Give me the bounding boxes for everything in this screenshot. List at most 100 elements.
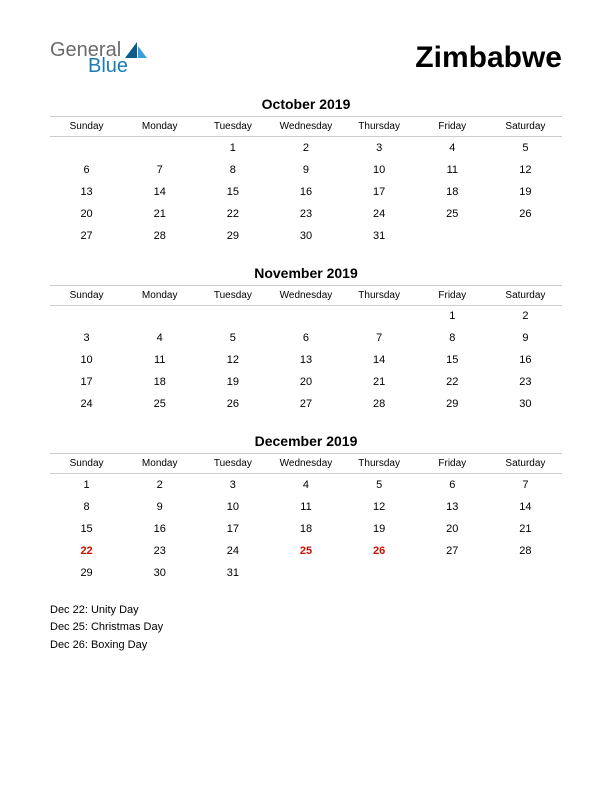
day-cell: 21 xyxy=(489,518,562,540)
weekday-header: Monday xyxy=(123,454,196,474)
calendar-table: SundayMondayTuesdayWednesdayThursdayFrid… xyxy=(50,116,562,247)
day-cell: 11 xyxy=(269,496,342,518)
country-title: Zimbabwe xyxy=(415,41,562,75)
month-block: October 2019 SundayMondayTuesdayWednesday… xyxy=(50,96,562,247)
day-cell: 31 xyxy=(343,225,416,247)
day-cell: 12 xyxy=(489,159,562,181)
weekday-header: Sunday xyxy=(50,454,123,474)
day-cell: 14 xyxy=(343,349,416,371)
day-cell: 4 xyxy=(123,327,196,349)
day-cell xyxy=(343,305,416,327)
day-cell: 23 xyxy=(123,540,196,562)
day-cell: 6 xyxy=(416,474,489,496)
weekday-header: Wednesday xyxy=(269,117,342,137)
day-cell: 26 xyxy=(489,203,562,225)
day-cell: 16 xyxy=(489,349,562,371)
day-cell: 20 xyxy=(416,518,489,540)
day-cell xyxy=(123,305,196,327)
day-cell: 22 xyxy=(196,203,269,225)
day-cell: 18 xyxy=(123,371,196,393)
day-cell: 3 xyxy=(196,474,269,496)
day-cell xyxy=(416,225,489,247)
day-cell: 29 xyxy=(196,225,269,247)
day-cell: 16 xyxy=(269,181,342,203)
day-cell: 9 xyxy=(489,327,562,349)
day-cell: 24 xyxy=(196,540,269,562)
holiday-note-line: Dec 22: Unity Day xyxy=(50,602,562,620)
day-cell: 9 xyxy=(269,159,342,181)
weekday-header: Sunday xyxy=(50,285,123,305)
day-cell xyxy=(123,137,196,159)
day-cell: 2 xyxy=(269,137,342,159)
day-cell: 5 xyxy=(196,327,269,349)
calendar-table: SundayMondayTuesdayWednesdayThursdayFrid… xyxy=(50,285,562,416)
day-cell: 13 xyxy=(269,349,342,371)
day-cell: 18 xyxy=(269,518,342,540)
day-cell: 29 xyxy=(416,393,489,415)
day-cell: 10 xyxy=(50,349,123,371)
day-cell: 7 xyxy=(343,327,416,349)
day-cell: 26 xyxy=(343,540,416,562)
day-cell xyxy=(489,225,562,247)
logo: General Blue xyxy=(50,40,149,76)
day-cell: 20 xyxy=(269,371,342,393)
day-cell: 10 xyxy=(196,496,269,518)
day-cell: 30 xyxy=(269,225,342,247)
weekday-header: Friday xyxy=(416,285,489,305)
holiday-note-line: Dec 26: Boxing Day xyxy=(50,637,562,655)
weekday-header: Saturday xyxy=(489,117,562,137)
day-cell: 23 xyxy=(489,371,562,393)
weekday-header: Thursday xyxy=(343,454,416,474)
day-cell: 17 xyxy=(196,518,269,540)
day-cell: 25 xyxy=(123,393,196,415)
day-cell: 28 xyxy=(489,540,562,562)
day-cell: 11 xyxy=(123,349,196,371)
day-cell: 3 xyxy=(50,327,123,349)
day-cell: 19 xyxy=(489,181,562,203)
day-cell: 22 xyxy=(50,540,123,562)
weekday-header: Friday xyxy=(416,117,489,137)
weekday-header: Friday xyxy=(416,454,489,474)
weekday-header: Monday xyxy=(123,285,196,305)
day-cell: 2 xyxy=(489,305,562,327)
day-cell: 23 xyxy=(269,203,342,225)
day-cell: 15 xyxy=(50,518,123,540)
day-cell: 5 xyxy=(343,474,416,496)
day-cell: 16 xyxy=(123,518,196,540)
weekday-header: Tuesday xyxy=(196,117,269,137)
weekday-header: Thursday xyxy=(343,285,416,305)
day-cell: 1 xyxy=(416,305,489,327)
day-cell: 11 xyxy=(416,159,489,181)
calendar-container: October 2019SundayMondayTuesdayWednesday… xyxy=(50,96,562,584)
day-cell: 31 xyxy=(196,562,269,584)
day-cell xyxy=(269,305,342,327)
day-cell: 15 xyxy=(416,349,489,371)
month-block: November 2019SundayMondayTuesdayWednesda… xyxy=(50,265,562,416)
day-cell: 8 xyxy=(50,496,123,518)
holiday-notes: Dec 22: Unity DayDec 25: Christmas DayDe… xyxy=(50,602,562,655)
day-cell: 14 xyxy=(123,181,196,203)
day-cell: 17 xyxy=(50,371,123,393)
day-cell: 19 xyxy=(196,371,269,393)
holiday-note-line: Dec 25: Christmas Day xyxy=(50,619,562,637)
day-cell: 21 xyxy=(123,203,196,225)
day-cell xyxy=(50,305,123,327)
day-cell xyxy=(50,137,123,159)
day-cell: 27 xyxy=(50,225,123,247)
month-title: October 2019 xyxy=(50,96,562,112)
day-cell: 25 xyxy=(416,203,489,225)
day-cell: 6 xyxy=(269,327,342,349)
day-cell: 8 xyxy=(416,327,489,349)
day-cell: 22 xyxy=(416,371,489,393)
weekday-header: Tuesday xyxy=(196,285,269,305)
day-cell: 1 xyxy=(50,474,123,496)
weekday-header: Sunday xyxy=(50,117,123,137)
day-cell: 12 xyxy=(343,496,416,518)
month-title: December 2019 xyxy=(50,433,562,449)
day-cell: 9 xyxy=(123,496,196,518)
header: General Blue Zimbabwe xyxy=(50,40,562,76)
day-cell: 8 xyxy=(196,159,269,181)
day-cell: 6 xyxy=(50,159,123,181)
day-cell: 27 xyxy=(416,540,489,562)
day-cell xyxy=(269,562,342,584)
